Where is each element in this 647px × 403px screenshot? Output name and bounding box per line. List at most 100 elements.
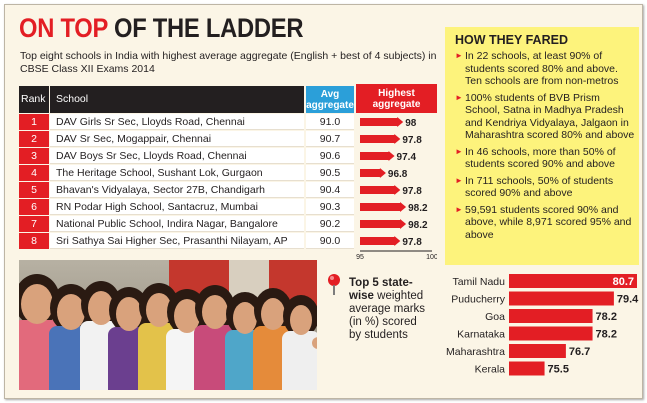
- school-cell: Bhavan's Vidyalaya, Sector 27B, Chandiga…: [50, 182, 304, 198]
- bar-arrow: [400, 219, 407, 229]
- state-bar: [509, 309, 593, 323]
- highest-bar: [360, 203, 402, 211]
- avg-cell: 90.6: [306, 148, 354, 164]
- page-title: ON TOP OF THE LADDER: [19, 11, 304, 45]
- rank-cell: 3: [19, 148, 49, 164]
- header-highest-aggregate: Highest aggregate: [356, 84, 437, 113]
- rank-cell: 7: [19, 216, 49, 232]
- schools-table: Rank School Avg aggregate Highest aggreg…: [19, 82, 437, 259]
- school-cell: RN Podar High School, Santacruz, Mumbai: [50, 199, 304, 215]
- avg-cell: 90.2: [306, 216, 354, 232]
- state-bar: [509, 326, 593, 341]
- fared-title: HOW THEY FARED: [455, 33, 568, 47]
- highest-value-label: 98: [405, 118, 417, 129]
- list-item: In 46 schools, more than 50% of students…: [455, 146, 637, 171]
- bar-arrow: [394, 134, 401, 144]
- highest-value-label: 97.4: [397, 152, 417, 163]
- table-row: 4 The Heritage School, Sushant Lok, Gurg…: [19, 165, 437, 181]
- highest-value-label: 97.8: [402, 135, 422, 146]
- rank-cell: 2: [19, 131, 49, 147]
- clothing-shape: [282, 331, 317, 390]
- bar-arrow: [379, 168, 386, 178]
- highest-value-label: 96.8: [388, 169, 408, 180]
- state-chart-title: Top 5 state-wise weighted average marks …: [349, 277, 431, 342]
- infographic-frame: ON TOP OF THE LADDER Top eight schools i…: [4, 4, 643, 399]
- bar-arrow: [400, 202, 407, 212]
- fared-list: In 22 schools, at least 90% of students …: [455, 50, 637, 245]
- face-shape: [261, 298, 285, 330]
- bar-arrow: [388, 151, 395, 161]
- school-cell: DAV Boys Sr Sec, Lloyds Road, Chennai: [50, 148, 304, 164]
- face-shape: [146, 293, 172, 327]
- highest-bar: [360, 169, 381, 177]
- title-black-part: OF THE LADDER: [113, 13, 304, 43]
- state-value-label: 75.5: [548, 364, 569, 376]
- bar-arrow: [397, 117, 404, 127]
- state-label: Karnataka: [457, 329, 505, 341]
- state-label: Maharashtra: [446, 346, 505, 358]
- highest-value-label: 98.2: [408, 203, 428, 214]
- highest-bar: [360, 186, 396, 194]
- rank-cell: 1: [19, 114, 49, 130]
- table-row: 3 DAV Boys Sr Sec, Lloyds Road, Chennai …: [19, 148, 437, 164]
- how-they-fared-panel: HOW THEY FARED In 22 schools, at least 9…: [445, 27, 639, 265]
- state-label: Tamil Nadu: [452, 276, 505, 288]
- school-cell: DAV Sr Sec, Mogappair, Chennai: [50, 131, 304, 147]
- rank-cell: 8: [19, 233, 49, 249]
- highest-bar: [360, 220, 402, 228]
- axis-max-label: 100: [426, 254, 437, 259]
- table-row: 5 Bhavan's Vidyalaya, Sector 27B, Chandi…: [19, 182, 437, 198]
- state-bar: [509, 274, 637, 288]
- state-value-label: 76.7: [569, 346, 590, 358]
- state-bar: [509, 361, 545, 376]
- face-shape: [116, 297, 142, 331]
- bar-arrow: [394, 236, 401, 246]
- list-item: In 711 schools, 50% of students scored 9…: [455, 175, 637, 200]
- rank-cell: 6: [19, 199, 49, 215]
- axis-min-label: 95: [356, 254, 364, 259]
- face-shape: [290, 305, 312, 335]
- list-item: 59,591 students scored 90% and above, wh…: [455, 204, 637, 242]
- avg-cell: 90.0: [306, 233, 354, 249]
- pin-icon: [328, 274, 340, 295]
- state-wise-bar-chart: Tamil Nadu 80.7 Puducherry 79.4 Goa 78.2 Karna…: [446, 274, 639, 376]
- rank-cell: 4: [19, 165, 49, 181]
- header-rank: Rank: [19, 86, 49, 113]
- school-cell: The Heritage School, Sushant Lok, Gurgao…: [50, 165, 304, 181]
- state-value-label: 80.7: [613, 276, 634, 288]
- school-cell: National Public School, Indira Nagar, Ba…: [50, 216, 304, 232]
- avg-cell: 90.7: [306, 131, 354, 147]
- avg-cell: 90.4: [306, 182, 354, 198]
- header-avg-aggregate: Avg aggregate: [306, 86, 354, 113]
- state-value-label: 79.4: [617, 294, 639, 306]
- title-red-part: ON TOP: [19, 13, 114, 43]
- face-shape: [174, 299, 200, 333]
- highest-bar: [360, 135, 396, 143]
- state-label: Puducherry: [451, 294, 505, 306]
- subtitle: Top eight schools in India with highest …: [20, 50, 437, 75]
- list-item: 100% students of BVB Prism School, Satna…: [455, 92, 637, 142]
- bar-arrow: [394, 185, 401, 195]
- thumbs-up-hand: [312, 337, 317, 349]
- header-school: School: [50, 86, 304, 113]
- state-chart-title-bold: Top 5 state-wise: [349, 277, 413, 302]
- state-value-label: 78.2: [596, 329, 617, 341]
- list-item: In 22 schools, at least 90% of students …: [455, 50, 637, 88]
- state-bar: [509, 291, 614, 306]
- table-row: 7 National Public School, Indira Nagar, …: [19, 216, 437, 232]
- face-shape: [88, 291, 114, 325]
- highest-aggregate-bar-chart: 98 97.8 97.4 96.8 97.8 98.2 98.2 97.8 95 100: [356, 117, 437, 259]
- highest-value-label: 97.8: [402, 237, 422, 248]
- state-label: Goa: [485, 311, 505, 323]
- avg-cell: 90.5: [306, 165, 354, 181]
- highest-value-label: 98.2: [408, 220, 428, 231]
- highest-bar: [360, 237, 396, 245]
- face-shape: [202, 295, 228, 329]
- face-shape: [233, 302, 257, 334]
- rank-cell: 5: [19, 182, 49, 198]
- highest-bar: [360, 152, 390, 160]
- school-cell: Sri Sathya Sai Higher Sec, Prasanthi Nil…: [50, 233, 304, 249]
- face-shape: [57, 294, 85, 330]
- state-bar: [509, 344, 566, 358]
- students-photo: [19, 260, 317, 390]
